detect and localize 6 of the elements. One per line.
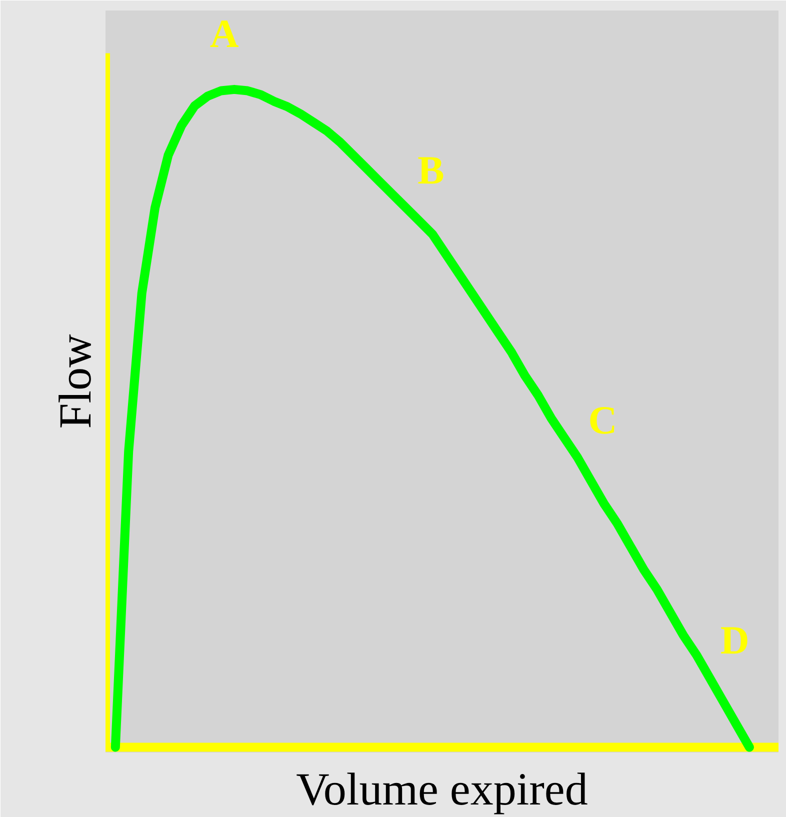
x-axis-title: Volume expired	[296, 764, 588, 814]
annotation: C	[588, 397, 618, 442]
text: A	[210, 10, 239, 56]
annotation: B	[418, 147, 444, 192]
y-axis-title: Flow	[50, 333, 100, 429]
annotation: D	[720, 618, 750, 663]
